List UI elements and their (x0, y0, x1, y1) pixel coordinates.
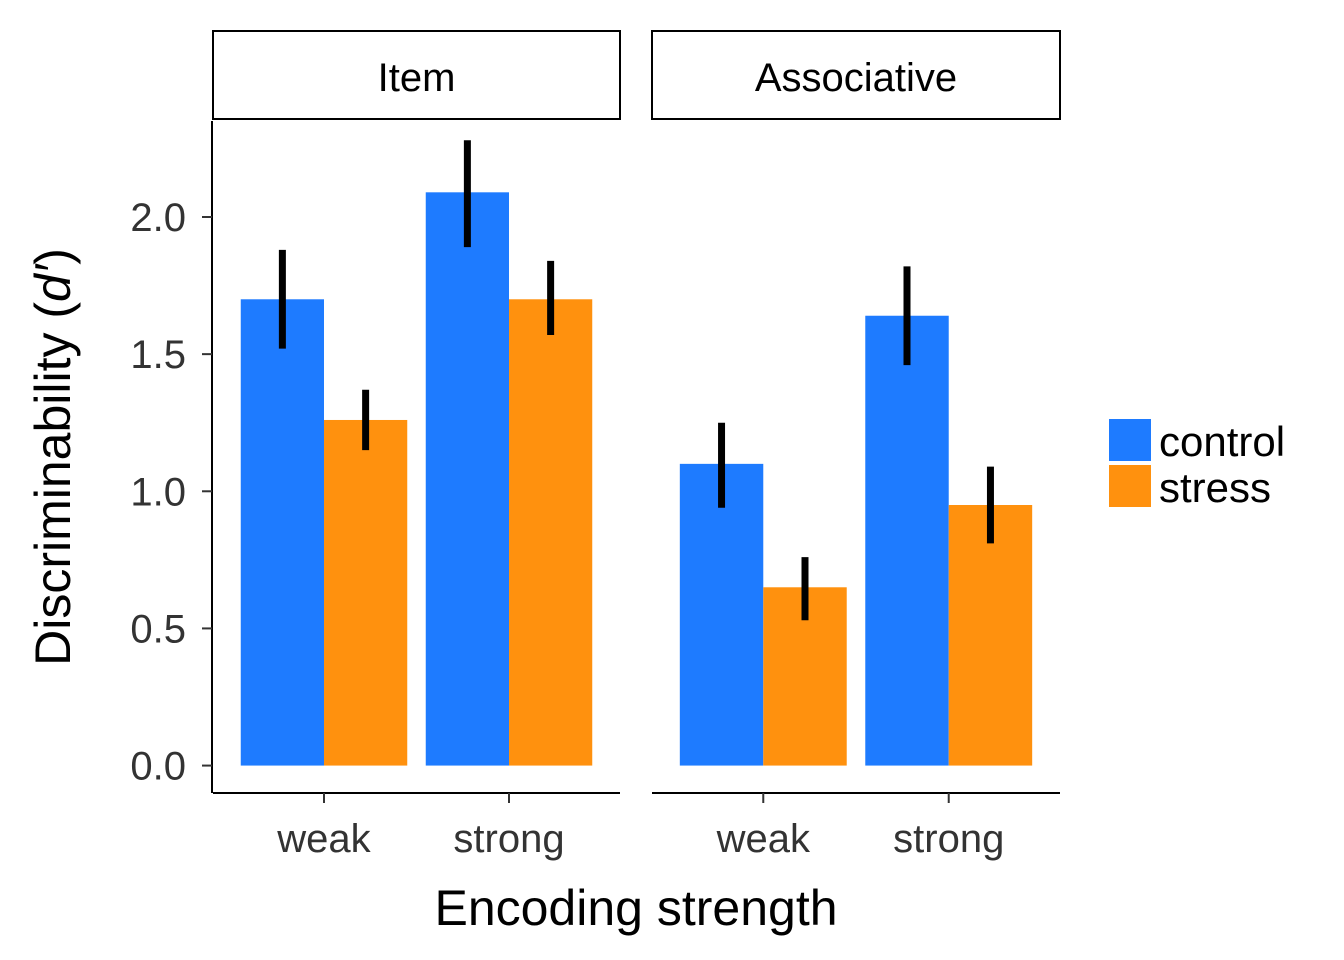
x-axis-title: Encoding strength (434, 880, 837, 936)
x-tick-label-weak: weak (716, 817, 811, 861)
bar-stress-weak (324, 419, 408, 766)
x-tick-label-weak: weak (276, 817, 371, 861)
y-tick-label: 2.0 (130, 196, 186, 240)
legend-swatch-stress (1109, 465, 1151, 507)
bar-control-strong (425, 192, 509, 766)
y-tick-label: 1.5 (130, 333, 186, 377)
legend-label-stress: stress (1159, 464, 1271, 511)
bar-control-weak (679, 463, 764, 766)
facet-label-associative: Associative (755, 56, 957, 100)
facet-label-item: Item (378, 56, 456, 100)
y-axis-title-prefix: Discriminability ( (25, 302, 81, 666)
facet-item: Item weak strong (212, 30, 621, 861)
facet-strip-associative (651, 30, 1061, 120)
y-axis-ticks: 0.0 0.5 1.0 1.5 2.0 (130, 196, 212, 789)
legend: control stress (1109, 418, 1285, 511)
bar-stress-strong (948, 505, 1033, 766)
facet-strip-item (212, 30, 621, 120)
y-axis-title: Discriminability (d′) (25, 248, 81, 666)
y-tick-label: 0.0 (130, 745, 186, 789)
legend-label-control: control (1159, 418, 1285, 465)
y-axis-title-suffix: ) (25, 248, 81, 265)
facet-item-bars (240, 140, 593, 766)
bar-stress-strong (509, 299, 593, 766)
facet-associative: Associative weak strong (651, 30, 1061, 861)
bar-control-strong (865, 315, 949, 766)
legend-swatch-control (1109, 419, 1151, 461)
facet-associative-bars (679, 266, 1033, 766)
y-axis-title-italic: d′ (25, 263, 81, 302)
bar-control-weak (240, 299, 324, 766)
y-tick-label: 0.5 (130, 607, 186, 651)
x-tick-label-strong: strong (893, 817, 1004, 861)
y-tick-label: 1.0 (130, 470, 186, 514)
x-tick-label-strong: strong (453, 817, 564, 861)
